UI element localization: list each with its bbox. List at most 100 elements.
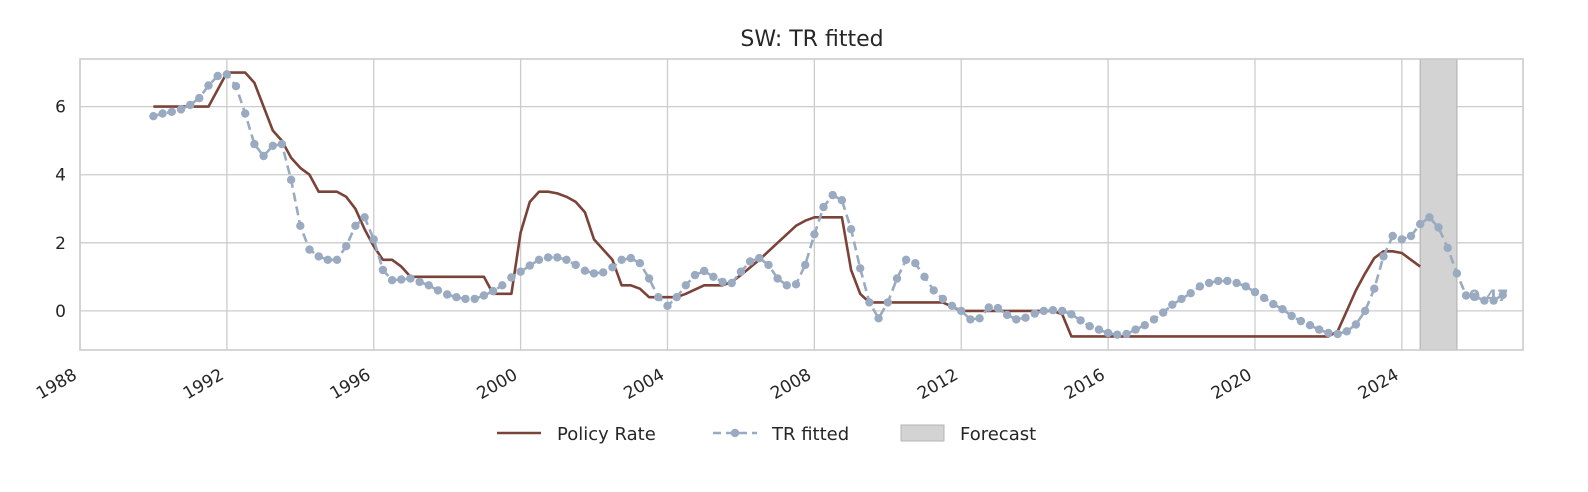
- data-point-tr-fitted: [323, 255, 332, 264]
- x-tick-label: 2012: [914, 365, 961, 404]
- series-line-tr-fitted: [153, 72, 1504, 337]
- data-point-tr-fitted: [369, 235, 378, 244]
- data-point-tr-fitted: [241, 109, 250, 118]
- data-point-tr-fitted: [1333, 329, 1342, 339]
- x-tick-label: 2004: [621, 365, 668, 404]
- data-point-tr-fitted: [1177, 294, 1186, 304]
- data-point-tr-fitted: [929, 286, 938, 295]
- data-point-tr-fitted: [672, 293, 681, 302]
- annotations: 0.47: [1469, 286, 1508, 305]
- data-point-tr-fitted: [332, 255, 342, 264]
- data-point-tr-fitted: [516, 267, 525, 276]
- data-point-tr-fitted: [589, 269, 599, 278]
- forecast-band: [1419, 58, 1458, 351]
- data-point-tr-fitted: [846, 225, 856, 234]
- data-point-tr-fitted: [1351, 320, 1361, 329]
- data-point-tr-fitted: [1039, 306, 1049, 316]
- data-point-tr-fitted: [314, 252, 323, 261]
- x-axis: 1988 1992 1996 2000 2004 2008 2012 2016 2020 2024: [33, 365, 1402, 404]
- data-point-tr-fitted: [663, 301, 672, 310]
- data-point-tr-fitted: [1388, 231, 1397, 241]
- data-point-tr-fitted: [1379, 252, 1388, 261]
- data-point-tr-fitted: [828, 190, 837, 200]
- data-point-tr-fitted: [387, 276, 397, 285]
- data-point-tr-fitted: [791, 280, 801, 289]
- data-point-tr-fitted: [1269, 299, 1278, 309]
- data-point-tr-fitted: [259, 151, 268, 161]
- data-point-tr-fitted: [1397, 235, 1407, 244]
- data-point-tr-fitted: [874, 314, 883, 323]
- data-point-tr-fitted: [1480, 296, 1489, 305]
- data-point-tr-fitted: [975, 314, 984, 323]
- data-point-tr-fitted: [911, 259, 920, 268]
- data-point-tr-fitted: [635, 259, 645, 268]
- data-point-tr-fitted: [718, 277, 727, 287]
- data-point-tr-fitted: [984, 303, 993, 312]
- data-point-tr-fitted: [1048, 306, 1058, 315]
- data-point-tr-fitted: [1461, 291, 1471, 300]
- data-point-tr-fitted: [1259, 293, 1269, 303]
- x-tick-label: 2020: [1208, 365, 1255, 404]
- data-point-tr-fitted: [1012, 315, 1021, 324]
- data-point-tr-fitted: [1140, 321, 1150, 330]
- data-point-tr-fitted: [1342, 327, 1352, 336]
- data-point-tr-fitted: [158, 109, 167, 118]
- data-point-tr-fitted: [1113, 330, 1122, 339]
- data-point-tr-fitted: [1452, 269, 1462, 278]
- data-point-tr-fitted: [351, 221, 360, 230]
- data-point-tr-fitted: [553, 253, 562, 262]
- data-point-tr-fitted: [1232, 278, 1241, 288]
- data-point-tr-fitted: [947, 301, 957, 310]
- data-point-tr-fitted: [745, 257, 755, 266]
- data-point-tr-fitted: [360, 213, 369, 222]
- data-point-tr-fitted: [222, 70, 232, 79]
- data-point-tr-fitted: [1250, 287, 1260, 297]
- forecast-band-group: [1419, 58, 1458, 351]
- data-point-tr-fitted: [296, 221, 305, 230]
- data-point-tr-fitted: [1149, 315, 1159, 324]
- data-point-tr-fitted: [1498, 290, 1508, 300]
- x-tick-label: 2016: [1061, 365, 1108, 404]
- data-point-tr-fitted: [415, 277, 424, 287]
- data-point-tr-fitted: [1002, 310, 1012, 320]
- data-point-tr-fitted: [626, 253, 635, 263]
- data-point-tr-fitted: [901, 255, 911, 264]
- data-point-tr-fitted: [644, 274, 654, 283]
- data-point-tr-fitted: [1406, 231, 1416, 241]
- data-point-tr-fitted: [424, 281, 433, 290]
- series-line-policy-rate: [153, 71, 1421, 338]
- data-point-tr-fitted: [810, 230, 819, 239]
- data-point-tr-fitted: [782, 281, 791, 290]
- data-point-tr-fitted: [690, 270, 700, 280]
- data-point-tr-fitted: [479, 291, 489, 300]
- data-point-tr-fitted: [1443, 243, 1452, 253]
- data-point-tr-fitted: [498, 281, 507, 290]
- data-point-tr-fitted: [727, 278, 736, 288]
- data-point-tr-fitted: [856, 264, 865, 273]
- y-tick-label: 2: [55, 234, 66, 254]
- data-point-tr-fitted: [1186, 289, 1195, 298]
- plot-frame: [79, 58, 1524, 351]
- data-point-tr-fitted: [1223, 276, 1232, 286]
- data-point-tr-fitted: [801, 260, 810, 270]
- data-point-tr-fitted: [1168, 300, 1177, 309]
- data-point-tr-fitted: [488, 286, 498, 296]
- data-point-tr-fitted: [525, 261, 534, 270]
- data-point-tr-fitted: [1425, 213, 1434, 222]
- series-group: [149, 70, 1508, 339]
- data-point-tr-fitted: [1067, 310, 1076, 319]
- y-tick-label: 4: [55, 166, 66, 186]
- data-point-tr-fitted: [819, 202, 828, 212]
- data-point-tr-fitted: [617, 255, 626, 264]
- x-tick-label: 1988: [33, 365, 80, 404]
- data-point-tr-fitted: [736, 267, 746, 276]
- data-point-tr-fitted: [1094, 325, 1104, 334]
- data-point-tr-fitted: [378, 265, 388, 275]
- data-point-tr-fitted: [580, 266, 590, 275]
- data-point-tr-fitted: [892, 274, 902, 283]
- data-point-tr-fitted: [507, 273, 516, 282]
- data-point-tr-fitted: [543, 253, 553, 262]
- data-point-tr-fitted: [250, 139, 259, 149]
- data-point-tr-fitted: [1324, 328, 1333, 338]
- data-point-tr-fitted: [966, 315, 975, 324]
